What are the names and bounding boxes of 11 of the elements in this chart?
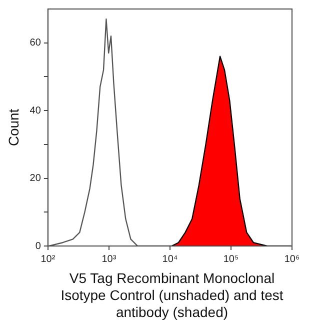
- x-tick-label: 10³: [102, 254, 117, 265]
- y-tick-label: 0: [35, 240, 42, 252]
- x-tick-label: 10⁴: [162, 254, 178, 265]
- x-tick-label: 10²: [40, 254, 56, 265]
- y-axis-title: Count: [5, 108, 22, 146]
- x-axis-title: V5 Tag Recombinant Monoclonal Isotype Control (unshaded) and test antibody (shaded): [60, 270, 284, 321]
- x-tick-label: 10⁵: [223, 254, 239, 265]
- y-tick-label: 60: [30, 38, 42, 49]
- y-tick-label: 40: [30, 105, 42, 116]
- x-tick-label: 10⁶: [284, 254, 300, 265]
- y-tick-label: 20: [30, 173, 42, 184]
